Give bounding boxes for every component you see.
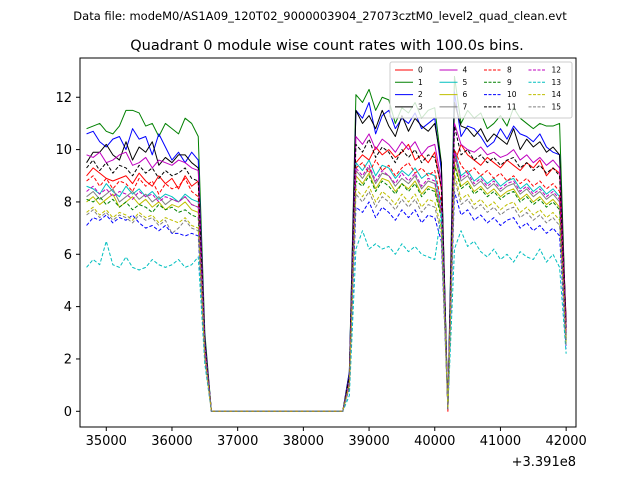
x-tick-label: 39000 — [348, 434, 389, 449]
series-layer — [86, 75, 567, 412]
legend-label-0: 0 — [418, 66, 423, 75]
chart-title: Quadrant 0 module wise count rates with … — [130, 38, 524, 54]
legend-label-8: 8 — [507, 66, 512, 75]
legend-label-1: 1 — [418, 78, 423, 87]
chart-suptitle: Data file: modeM0/AS1A09_120T02_90000039… — [73, 9, 567, 23]
plot-area — [80, 58, 576, 427]
x-tick-label: 38000 — [283, 434, 324, 449]
legend-label-6: 6 — [463, 90, 468, 99]
x-tick-label: 35000 — [86, 434, 127, 449]
x-tick-label: 36000 — [151, 434, 192, 449]
legend-label-14: 14 — [552, 90, 562, 99]
legend-label-3: 3 — [418, 102, 423, 111]
y-tick-label: 12 — [55, 91, 72, 106]
series-line-11 — [86, 125, 567, 412]
x-tick-label: 37000 — [217, 434, 258, 449]
y-tick-label: 6 — [64, 248, 72, 263]
x-tick-label: 41000 — [480, 434, 521, 449]
legend-label-10: 10 — [507, 90, 517, 99]
legend-label-13: 13 — [552, 78, 562, 87]
legend-label-15: 15 — [552, 102, 562, 111]
y-tick-label: 4 — [64, 300, 72, 315]
series-line-8 — [86, 149, 567, 412]
plot-frame — [79, 57, 577, 428]
series-line-15 — [86, 177, 567, 412]
y-axis: 0 2 4 6 8 10 12 — [55, 91, 80, 420]
legend-label-11: 11 — [507, 102, 517, 111]
y-tick-label: 2 — [64, 352, 72, 367]
legend-box — [389, 61, 573, 119]
x-tick-label: 42000 — [545, 434, 586, 449]
legend-label-2: 2 — [418, 90, 423, 99]
x-offset-label: +3.391e8 — [512, 455, 576, 470]
legend-label-9: 9 — [507, 78, 512, 87]
y-tick-label: 10 — [55, 143, 72, 158]
legend-label-12: 12 — [552, 66, 562, 75]
legend-label-5: 5 — [463, 78, 468, 87]
y-tick-label: 0 — [64, 405, 72, 420]
legend-label-4: 4 — [463, 66, 468, 75]
y-tick-label: 8 — [64, 195, 72, 210]
series-line-14 — [86, 172, 567, 412]
x-axis: 35000 36000 37000 38000 39000 40000 41000 42000 — [86, 427, 587, 449]
x-tick-label: 40000 — [414, 434, 455, 449]
legend-label-7: 7 — [463, 102, 468, 111]
